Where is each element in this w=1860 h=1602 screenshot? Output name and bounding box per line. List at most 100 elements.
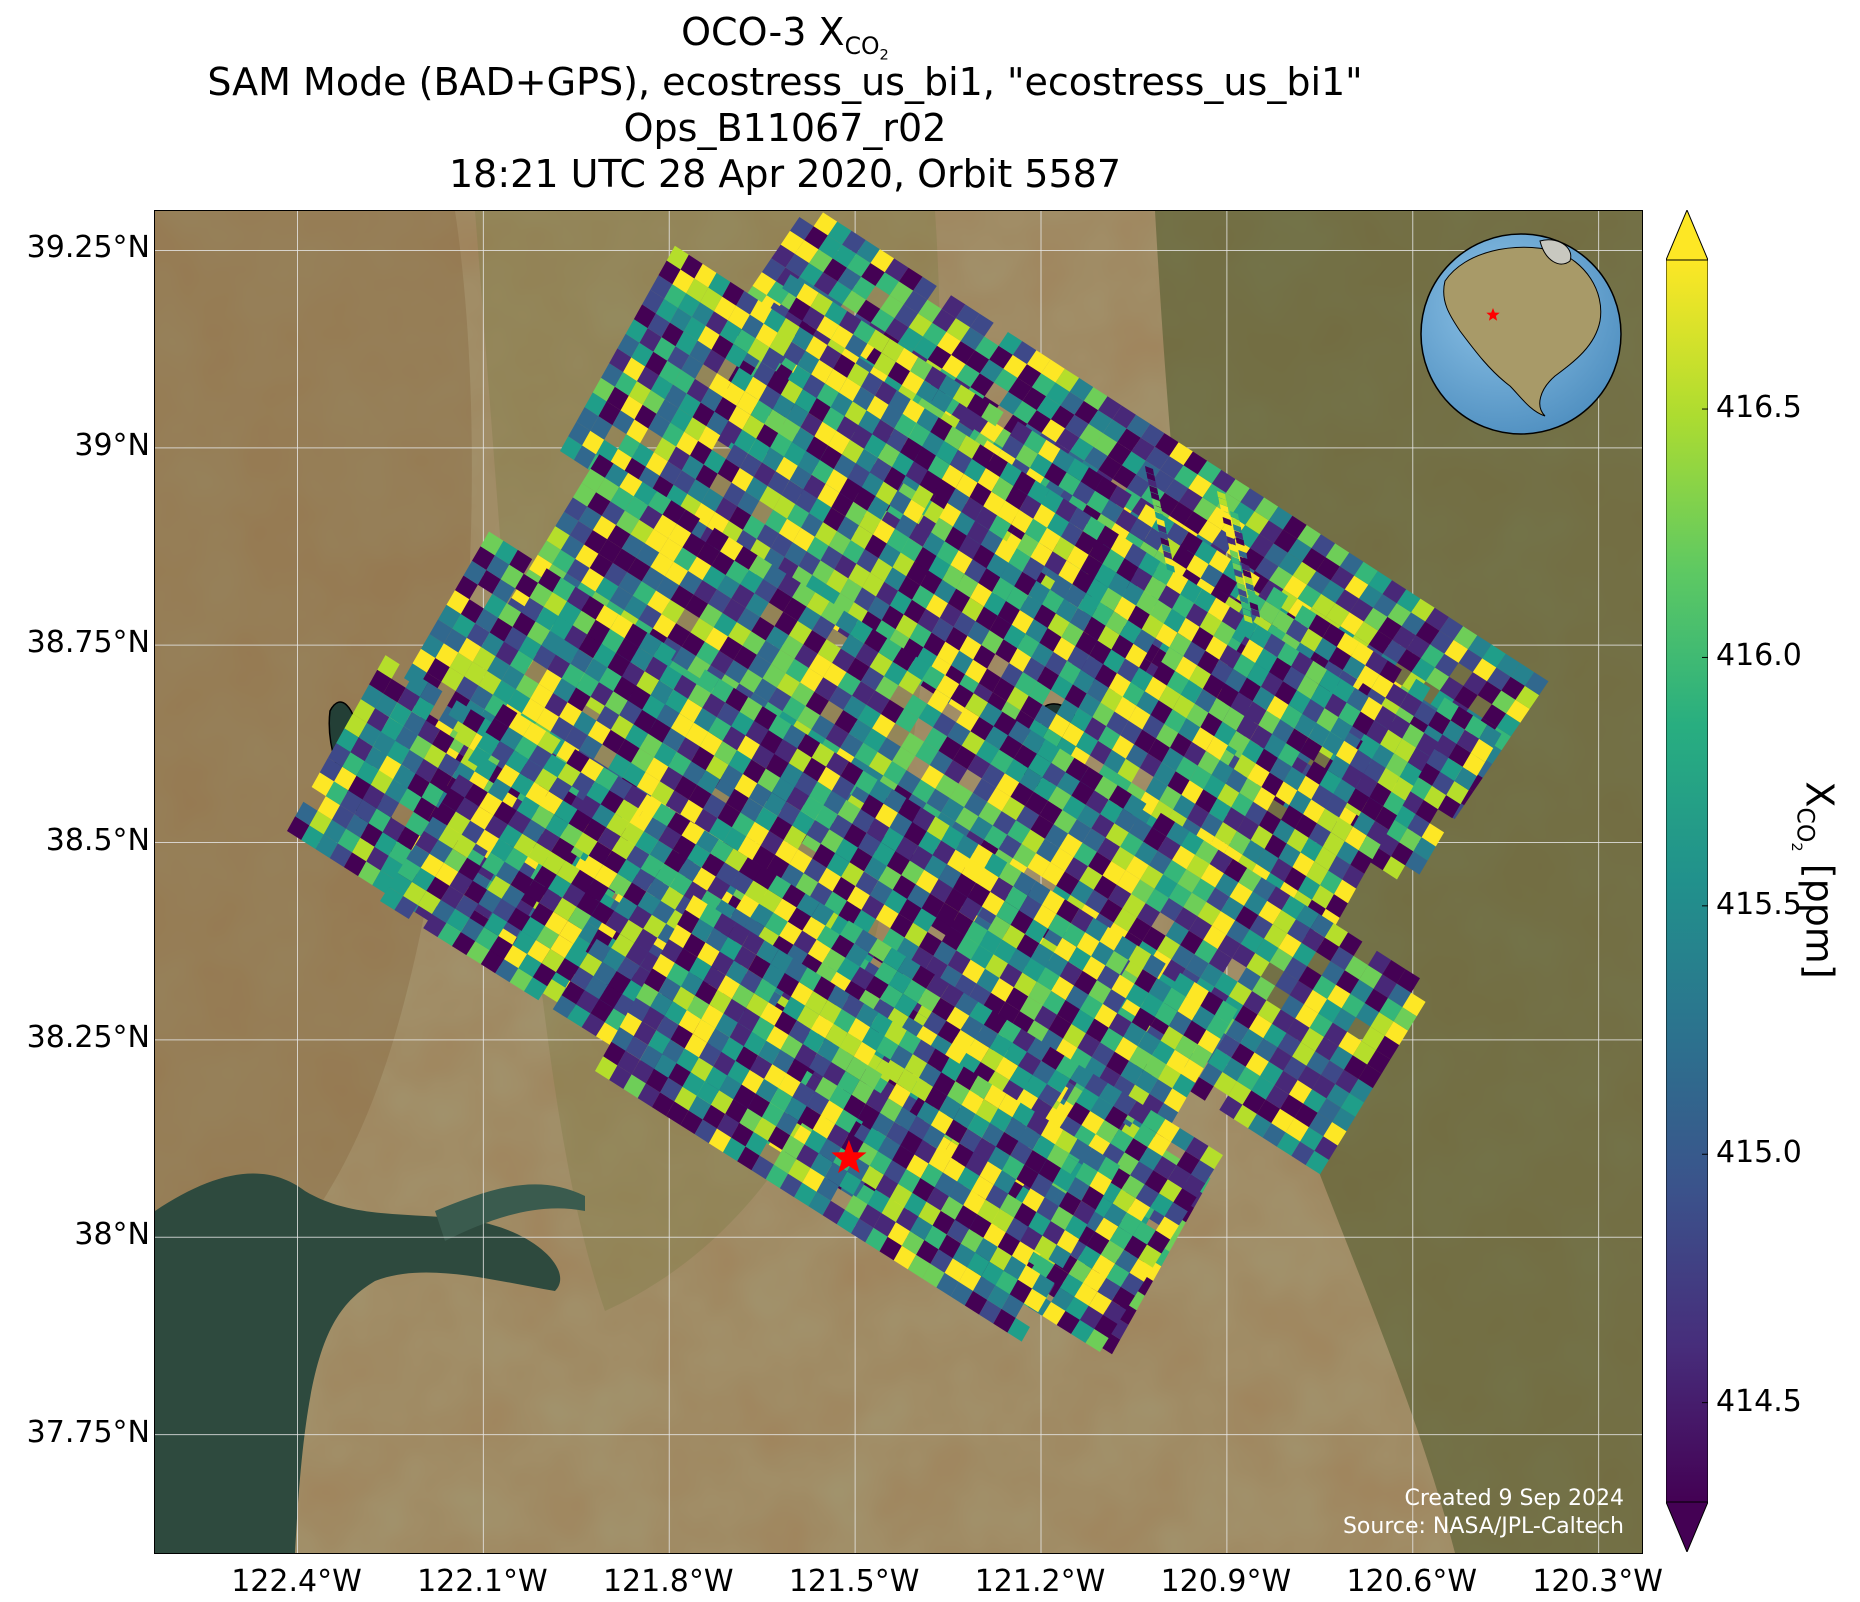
xco2-sounding <box>926 974 950 998</box>
xco2-sounding <box>883 947 907 971</box>
xco2-sounding <box>1150 1193 1174 1217</box>
xco2-sounding <box>1208 698 1231 722</box>
xco2-sounding <box>521 916 545 940</box>
xco2-sounding <box>1254 497 1279 521</box>
xco2-sounding <box>1135 1069 1158 1094</box>
xco2-sounding <box>656 399 679 423</box>
xco2-sounding <box>1197 901 1221 926</box>
xco2-sounding <box>1318 999 1342 1023</box>
xco2-soundings <box>287 212 1549 1355</box>
xco2-sounding <box>614 372 637 396</box>
xco2-sounding <box>753 678 777 702</box>
xco2-sounding <box>667 623 691 647</box>
xco2-sounding <box>985 1184 1009 1209</box>
xco2-sounding <box>1019 595 1042 619</box>
xco2-sounding <box>912 807 936 832</box>
xco2-sounding <box>536 828 560 852</box>
xco2-sounding <box>957 1166 980 1191</box>
xco2-sounding <box>384 779 408 803</box>
xco2-sounding <box>722 726 746 751</box>
xco2-sounding <box>1045 952 1069 977</box>
xco2-sounding <box>936 541 959 565</box>
xco2-sounding <box>1233 569 1243 578</box>
xco2-sounding <box>480 531 504 556</box>
xco2-sounding <box>994 539 1017 563</box>
xco2-sounding <box>920 1163 943 1188</box>
xco2-sounding <box>1248 595 1258 605</box>
xco2-sounding <box>1276 1132 1301 1156</box>
xco2-sounding <box>1298 876 1321 900</box>
xco2-sounding <box>703 449 726 474</box>
xco2-sounding <box>875 676 899 700</box>
xco2-sounding <box>877 1136 901 1161</box>
xco2-sounding <box>819 445 842 470</box>
xco2-sounding <box>946 318 971 342</box>
xco2-sounding <box>899 327 923 351</box>
xco2-sounding <box>987 1146 1011 1171</box>
xco2-sounding <box>737 1146 760 1171</box>
xco2-sounding <box>846 253 871 277</box>
xco2-sounding <box>1145 888 1169 913</box>
xco2-sounding <box>405 673 429 697</box>
xco2-sounding <box>1183 511 1208 535</box>
xco2-sounding <box>1097 965 1120 990</box>
xco2-sounding <box>695 464 718 489</box>
xco2-sounding <box>955 992 979 1016</box>
xco2-sounding <box>694 808 718 833</box>
xco2-sounding <box>693 580 717 604</box>
xco2-sounding <box>822 948 846 972</box>
xco2-sounding <box>687 844 711 868</box>
xco2-sounding <box>754 706 777 730</box>
xco2-sounding <box>945 626 968 651</box>
xco2-sounding <box>1169 632 1192 657</box>
xco2-sounding <box>438 825 462 849</box>
xco2-sounding <box>1330 946 1354 971</box>
xco2-sounding <box>827 221 852 245</box>
xco2-sounding <box>1416 732 1439 757</box>
xco2-sounding <box>682 533 706 557</box>
xco2-sounding <box>1013 400 1037 424</box>
xco2-sounding <box>900 1130 923 1155</box>
xco2-sounding <box>1350 979 1374 1003</box>
xco2-sounding <box>674 775 698 800</box>
xco2-sounding <box>1058 1191 1082 1216</box>
xco2-sounding <box>1234 1005 1258 1029</box>
xco2-sounding <box>559 823 584 847</box>
xco2-sounding <box>529 582 553 607</box>
xco2-sounding <box>1496 653 1520 677</box>
xco2-sounding <box>1180 1059 1204 1083</box>
xco2-sounding <box>514 736 538 760</box>
xco2-sounding <box>1083 1147 1106 1172</box>
xco2-sounding <box>908 422 931 447</box>
xco2-sounding <box>713 1051 736 1076</box>
xco2-sounding <box>452 932 476 956</box>
xco2-sounding <box>991 978 1014 1002</box>
xco2-sounding <box>1072 481 1095 505</box>
xco2-sounding <box>1283 666 1306 691</box>
xco2-sounding <box>609 348 632 373</box>
xco2-sounding <box>1033 604 1056 628</box>
xco2-sounding <box>847 886 870 910</box>
xco2-sounding <box>417 890 441 914</box>
xco2-sounding <box>1001 435 1024 459</box>
xco2-sounding <box>835 838 859 863</box>
xco2-sounding <box>1016 934 1040 958</box>
xco2-sounding <box>1062 722 1085 747</box>
xco2-sounding <box>842 439 865 464</box>
xco2-sounding <box>512 612 536 637</box>
xco2-sounding <box>1033 504 1056 528</box>
xco2-sounding <box>481 852 505 876</box>
xco2-sounding <box>842 290 866 314</box>
xco2-sounding <box>1194 540 1217 565</box>
xco2-sounding <box>975 1024 999 1048</box>
xco2-sounding <box>491 741 515 765</box>
xco2-sounding <box>1351 642 1374 666</box>
xco2-sounding <box>903 499 926 524</box>
xco2-sounding <box>631 868 656 892</box>
xco2-sounding <box>837 799 861 824</box>
xco2-sounding <box>765 509 788 534</box>
xco2-sounding <box>648 491 672 515</box>
xco2-sounding <box>963 1190 986 1215</box>
xco2-sounding <box>552 995 576 1019</box>
xco2-sounding <box>1259 810 1281 835</box>
